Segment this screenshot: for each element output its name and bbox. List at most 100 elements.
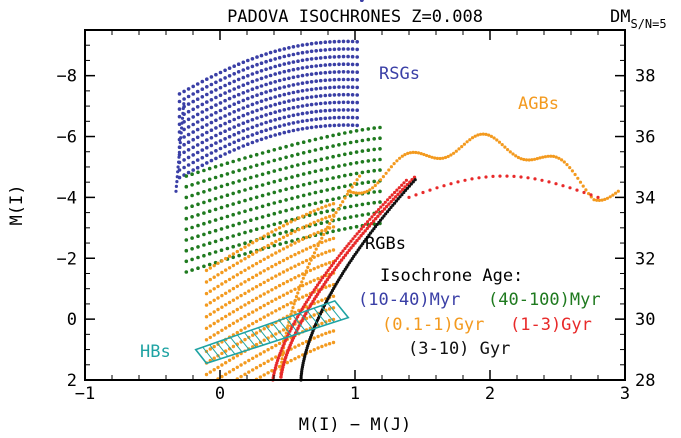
isochrone-point-0.1-1gyr — [331, 340, 336, 345]
isochrone-point-10-40myr — [273, 110, 278, 114]
isochrone-point-40-100myr — [337, 164, 341, 168]
isochrone-point-1-3gyr — [388, 195, 392, 199]
isochrone-point-10-40myr — [195, 89, 200, 94]
isochrone-point-0.1-1gyr — [239, 305, 243, 309]
isochrone-point-10-40myr — [318, 40, 323, 45]
isochrone-point-0.1-1gyr — [297, 355, 301, 359]
isochrone-point-10-40myr — [350, 47, 355, 51]
isochrone-point-0.1-1gyr — [281, 258, 286, 263]
isochrone-point-40-100myr — [278, 231, 283, 236]
isochrone-point-40-100myr — [360, 149, 365, 153]
isochrone-point-10-40myr — [328, 108, 332, 113]
isochrone-point-10-40myr — [323, 48, 328, 52]
isochrone-point-40-100myr — [249, 186, 253, 191]
isochrone-point-3-10gyr — [387, 208, 391, 212]
isochrone-point-10-40myr — [177, 155, 181, 159]
isochrone-point-40-100myr — [219, 163, 224, 167]
isochrone-point-0.1-1gyr — [514, 154, 518, 158]
isochrone-point-10-40myr — [214, 80, 218, 85]
isochrone-point-10-40myr — [200, 102, 205, 107]
isochrone-point-40-100myr — [284, 219, 288, 223]
isochrone-point-10-40myr — [246, 127, 250, 131]
isochrone-point-10-40myr — [195, 120, 200, 124]
isochrone-point-0.1-1gyr — [350, 185, 354, 189]
isochrone-point-0.1-1gyr — [308, 210, 313, 215]
isochrone-point-10-40myr — [255, 123, 259, 128]
isochrone-point-0.1-1gyr — [227, 277, 232, 282]
isochrone-point-40-100myr — [196, 181, 200, 185]
isochrone-point-0.1-1gyr — [298, 284, 302, 288]
isochrone-point-1-3gyr — [484, 175, 488, 179]
isochrone-point-40-100myr — [290, 239, 294, 243]
isochrone-point-0.1-1gyr — [235, 307, 239, 312]
isochrone-point-10-40myr — [268, 126, 273, 131]
isochrone-point-10-40myr — [232, 125, 236, 129]
isochrone-point-10-40myr — [341, 54, 346, 59]
isochrone-point-0.1-1gyr — [243, 291, 247, 296]
isochrone-point-40-100myr — [237, 189, 241, 194]
isochrone-point-0.1-1gyr — [243, 280, 247, 284]
isochrone-point-0.1-1gyr — [247, 301, 251, 305]
isochrone-point-0.1-1gyr — [327, 330, 332, 334]
isochrone-point-0.1-1gyr — [277, 295, 282, 299]
isochrone-point-0.1-1gyr — [608, 195, 612, 199]
isochrone-point-10-40myr — [355, 55, 360, 59]
isochrone-point-40-100myr — [313, 190, 318, 195]
isochrone-point-10-40myr — [305, 73, 309, 77]
isochrone-point-1-3gyr — [526, 176, 530, 180]
isochrone-point-10-40myr — [227, 112, 232, 116]
isochrone-point-10-40myr — [323, 116, 328, 121]
isochrone-point-10-40myr — [175, 175, 179, 179]
isochrone-point-40-100myr — [225, 246, 230, 251]
isochrone-point-10-40myr — [323, 63, 328, 67]
isochrone-point-1-3gyr — [568, 186, 572, 190]
isochrone-point-10-40myr — [305, 65, 309, 69]
isochrone-point-10-40myr — [227, 89, 232, 93]
isochrone-point-0.1-1gyr — [239, 270, 243, 275]
isochrone-point-10-40myr — [282, 108, 287, 112]
isochrone-point-40-100myr — [254, 227, 259, 231]
isochrone-point-10-40myr — [232, 94, 236, 99]
isochrone-point-0.1-1gyr — [522, 157, 526, 162]
isochrone-point-10-40myr — [277, 109, 282, 113]
isochrone-point-40-100myr — [196, 255, 200, 260]
hb-hatch-line — [250, 329, 264, 346]
isochrone-point-10-40myr — [296, 127, 300, 132]
isochrone-point-0.1-1gyr — [235, 261, 239, 265]
isochrone-point-40-100myr — [231, 181, 235, 185]
isochrone-point-1-3gyr — [332, 268, 337, 272]
isochrone-point-1-3gyr — [335, 256, 339, 260]
isochrone-point-1-3gyr — [330, 270, 335, 274]
isochrone-point-40-100myr — [313, 169, 318, 174]
isochrone-point-1-3gyr — [347, 248, 351, 252]
isochrone-point-40-100myr — [207, 220, 212, 224]
isochrone-point-10-40myr — [341, 123, 346, 127]
isochrone-point-0.1-1gyr — [304, 269, 308, 273]
isochrone-point-10-40myr — [341, 85, 346, 89]
isochrone-point-10-40myr — [259, 69, 264, 73]
isochrone-point-10-40myr — [264, 113, 268, 117]
isochrone-point-0.1-1gyr — [266, 255, 270, 259]
isochrone-point-40-100myr — [284, 144, 288, 149]
isochrone-point-40-100myr — [254, 174, 259, 178]
isochrone-point-0.1-1gyr — [216, 319, 220, 323]
isochrone-point-10-40myr — [346, 62, 350, 66]
isochrone-point-10-40myr — [309, 95, 314, 99]
isochrone-point-0.1-1gyr — [235, 273, 239, 277]
isochrone-point-0.1-1gyr — [316, 207, 320, 211]
isochrone-point-10-40myr — [246, 74, 250, 78]
isochrone-point-40-100myr — [354, 150, 359, 154]
isochrone-point-40-100myr — [378, 168, 382, 172]
isochrone-point-10-40myr — [255, 116, 259, 120]
isochrone-point-10-40myr — [214, 141, 218, 145]
isochrone-point-0.1-1gyr — [251, 287, 255, 291]
isochrone-point-10-40myr — [209, 136, 214, 140]
isochrone-point-0.1-1gyr — [304, 258, 309, 263]
isochrone-point-40-100myr — [307, 181, 312, 186]
isochrone-point-0.1-1gyr — [533, 157, 537, 161]
isochrone-point-40-100myr — [284, 230, 288, 234]
isochrone-point-10-40myr — [355, 47, 360, 52]
isochrone-point-0.1-1gyr — [220, 351, 224, 356]
isochrone-point-0.1-1gyr — [247, 243, 251, 247]
right-tick-label: 30 — [635, 310, 655, 330]
